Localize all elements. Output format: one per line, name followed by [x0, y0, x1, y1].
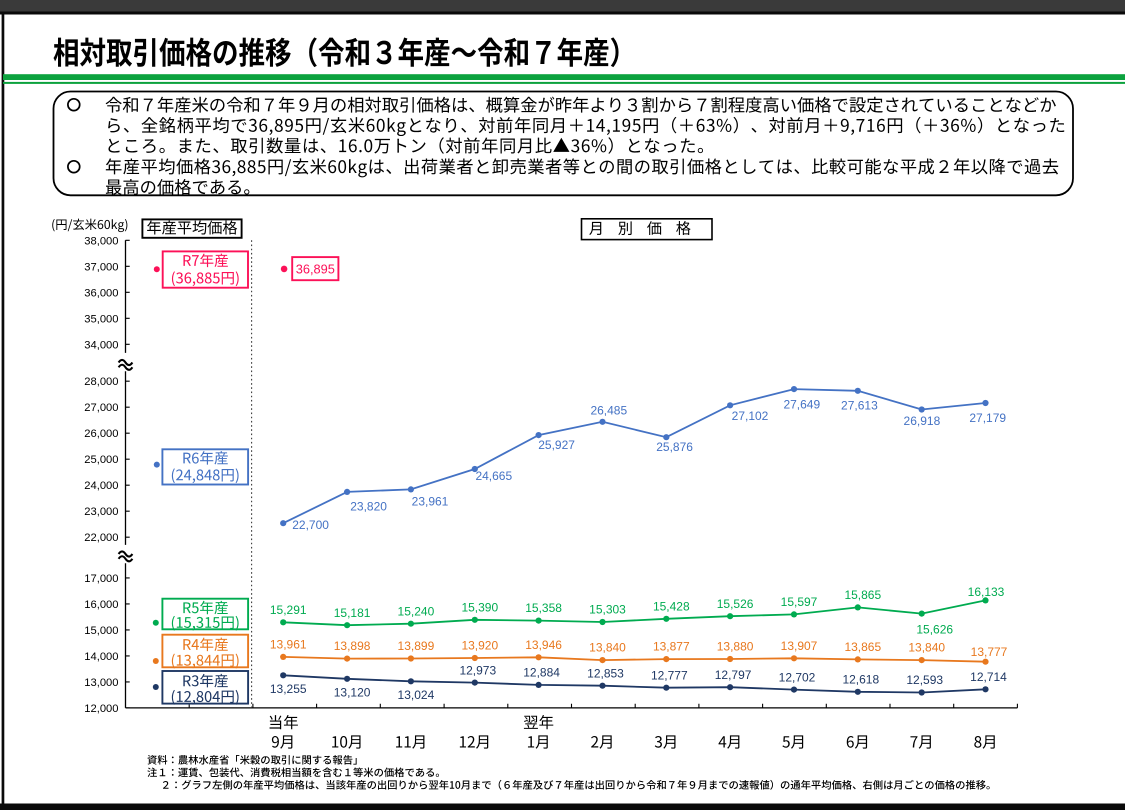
svg-text:13,255: 13,255 [270, 682, 307, 696]
svg-text:13,920: 13,920 [461, 639, 498, 653]
svg-text:23,000: 23,000 [84, 506, 118, 518]
svg-text:12,618: 12,618 [842, 673, 879, 687]
svg-text:17,000: 17,000 [84, 573, 118, 585]
svg-text:15,626: 15,626 [916, 623, 953, 637]
svg-text:22,700: 22,700 [292, 518, 329, 532]
svg-text:35,000: 35,000 [84, 313, 118, 325]
svg-text:38,000: 38,000 [84, 235, 118, 247]
svg-text:15,390: 15,390 [461, 600, 498, 614]
svg-text:15,181: 15,181 [334, 606, 371, 620]
svg-text:28,000: 28,000 [84, 376, 118, 388]
svg-text:23,820: 23,820 [350, 500, 387, 514]
svg-text:13,840: 13,840 [589, 641, 626, 655]
svg-text:15,526: 15,526 [717, 597, 754, 611]
svg-text:27,000: 27,000 [84, 402, 118, 414]
svg-text:27,102: 27,102 [732, 409, 769, 423]
svg-text:13,865: 13,865 [844, 640, 881, 654]
svg-text:15,865: 15,865 [844, 588, 881, 602]
svg-text:15,303: 15,303 [589, 603, 626, 617]
svg-text:13,899: 13,899 [398, 639, 435, 653]
svg-text:16,133: 16,133 [968, 585, 1005, 599]
svg-text:27,179: 27,179 [969, 411, 1006, 425]
svg-text:15,000: 15,000 [84, 625, 118, 637]
svg-text:24,665: 24,665 [475, 469, 512, 483]
svg-text:24,000: 24,000 [84, 480, 118, 492]
svg-text:25,927: 25,927 [538, 438, 575, 452]
svg-text:25,000: 25,000 [84, 454, 118, 466]
svg-text:22,000: 22,000 [84, 532, 118, 544]
svg-text:37,000: 37,000 [84, 261, 118, 273]
svg-text:15,240: 15,240 [398, 604, 435, 618]
svg-text:36,895: 36,895 [296, 261, 335, 276]
svg-text:13,898: 13,898 [334, 639, 371, 653]
svg-text:26,485: 26,485 [590, 404, 627, 418]
svg-text:12,853: 12,853 [587, 666, 624, 680]
svg-text:15,597: 15,597 [781, 595, 818, 609]
svg-text:12,593: 12,593 [906, 673, 943, 687]
svg-text:13,000: 13,000 [84, 677, 118, 689]
svg-text:16,000: 16,000 [84, 599, 118, 611]
svg-text:15,291: 15,291 [270, 603, 307, 617]
svg-text:13,907: 13,907 [781, 639, 818, 653]
svg-text:27,613: 27,613 [841, 399, 878, 413]
svg-text:12,714: 12,714 [970, 670, 1007, 684]
svg-text:12,000: 12,000 [84, 703, 118, 715]
svg-text:13,777: 13,777 [971, 645, 1008, 659]
svg-text:34,000: 34,000 [84, 339, 118, 351]
svg-text:13,840: 13,840 [908, 641, 945, 655]
svg-text:26,918: 26,918 [904, 414, 941, 428]
svg-text:13,877: 13,877 [653, 640, 690, 654]
svg-text:12,797: 12,797 [715, 668, 752, 682]
svg-text:12,702: 12,702 [779, 670, 816, 684]
svg-text:36,000: 36,000 [84, 287, 118, 299]
svg-text:12,973: 12,973 [459, 663, 496, 677]
svg-text:15,428: 15,428 [653, 599, 690, 613]
svg-text:26,000: 26,000 [84, 428, 118, 440]
svg-text:27,649: 27,649 [783, 398, 820, 412]
svg-text:13,961: 13,961 [270, 638, 307, 652]
svg-text:12,777: 12,777 [651, 668, 688, 682]
svg-text:23,961: 23,961 [412, 495, 449, 509]
svg-text:13,880: 13,880 [717, 640, 754, 654]
svg-text:25,876: 25,876 [656, 440, 693, 454]
svg-text:13,120: 13,120 [334, 685, 371, 699]
svg-text:13,024: 13,024 [398, 688, 435, 702]
svg-text:15,358: 15,358 [525, 601, 562, 615]
svg-text:12,884: 12,884 [523, 666, 560, 680]
svg-text:13,946: 13,946 [525, 638, 562, 652]
svg-text:14,000: 14,000 [84, 651, 118, 663]
